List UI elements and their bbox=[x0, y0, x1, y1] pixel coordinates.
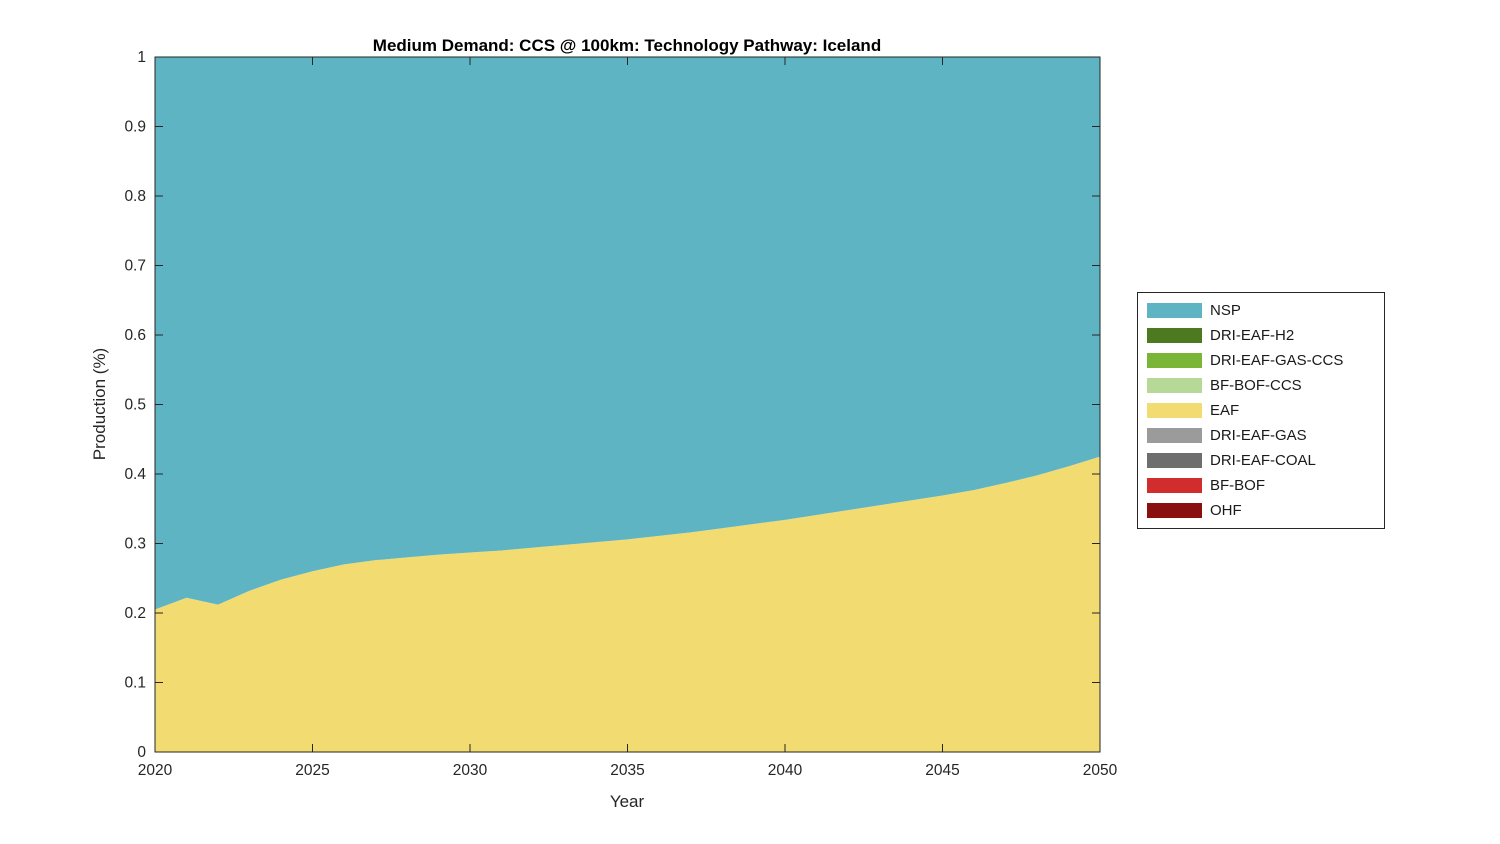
legend-item: NSP bbox=[1147, 302, 1374, 319]
y-tick-label: 0.7 bbox=[124, 258, 146, 275]
area-series-NSP bbox=[155, 57, 1100, 610]
y-tick-label: 0.2 bbox=[124, 605, 146, 622]
legend-swatch bbox=[1147, 503, 1202, 518]
legend-label: DRI-EAF-GAS bbox=[1210, 427, 1307, 444]
legend-item: DRI-EAF-COAL bbox=[1147, 452, 1374, 469]
x-tick-label: 2025 bbox=[295, 762, 329, 779]
legend-label: OHF bbox=[1210, 502, 1242, 519]
legend-item: BF-BOF bbox=[1147, 477, 1374, 494]
y-tick-label: 0 bbox=[137, 744, 146, 761]
y-tick-label: 0.5 bbox=[124, 397, 146, 414]
y-tick-label: 1 bbox=[137, 49, 146, 66]
chart-title: Medium Demand: CCS @ 100km: Technology P… bbox=[372, 36, 882, 55]
legend-item: BF-BOF-CCS bbox=[1147, 377, 1374, 394]
x-axis-label: Year bbox=[609, 792, 645, 811]
legend-swatch bbox=[1147, 303, 1202, 318]
legend-swatch bbox=[1147, 378, 1202, 393]
legend-label: DRI-EAF-COAL bbox=[1210, 452, 1316, 469]
y-tick-label: 0.9 bbox=[124, 119, 146, 136]
legend-item: EAF bbox=[1147, 402, 1374, 419]
legend-swatch bbox=[1147, 403, 1202, 418]
y-tick-label: 0.1 bbox=[124, 675, 146, 692]
area-series-EAF bbox=[155, 456, 1100, 752]
y-tick-label: 0.6 bbox=[124, 327, 146, 344]
legend-swatch bbox=[1147, 328, 1202, 343]
legend-swatch bbox=[1147, 353, 1202, 368]
x-tick-label: 2035 bbox=[610, 762, 644, 779]
y-tick-label: 0.8 bbox=[124, 188, 146, 205]
x-tick-label: 2030 bbox=[453, 762, 488, 779]
legend-label: DRI-EAF-H2 bbox=[1210, 327, 1295, 344]
x-tick-label: 2045 bbox=[925, 762, 959, 779]
x-tick-label: 2020 bbox=[138, 762, 173, 779]
legend-item: DRI-EAF-H2 bbox=[1147, 327, 1374, 344]
legend-label: EAF bbox=[1210, 402, 1240, 419]
legend: NSP DRI-EAF-H2 DRI-EAF-GAS-CCS BF-BOF-CCS EA… bbox=[1137, 292, 1385, 529]
x-tick-label: 2040 bbox=[768, 762, 803, 779]
legend-swatch bbox=[1147, 453, 1202, 468]
legend-item: OHF bbox=[1147, 502, 1374, 519]
x-tick-label: 2050 bbox=[1083, 762, 1118, 779]
legend-label: BF-BOF-CCS bbox=[1210, 377, 1302, 394]
legend-label: NSP bbox=[1210, 302, 1241, 319]
y-tick-label: 0.4 bbox=[124, 466, 146, 483]
legend-label: BF-BOF bbox=[1210, 477, 1265, 494]
legend-label: DRI-EAF-GAS-CCS bbox=[1210, 352, 1344, 369]
legend-item: DRI-EAF-GAS-CCS bbox=[1147, 352, 1374, 369]
legend-swatch bbox=[1147, 428, 1202, 443]
y-axis-label: Production (%) bbox=[90, 347, 109, 461]
legend-item: DRI-EAF-GAS bbox=[1147, 427, 1374, 444]
legend-swatch bbox=[1147, 478, 1202, 493]
y-tick-label: 0.3 bbox=[124, 536, 146, 553]
